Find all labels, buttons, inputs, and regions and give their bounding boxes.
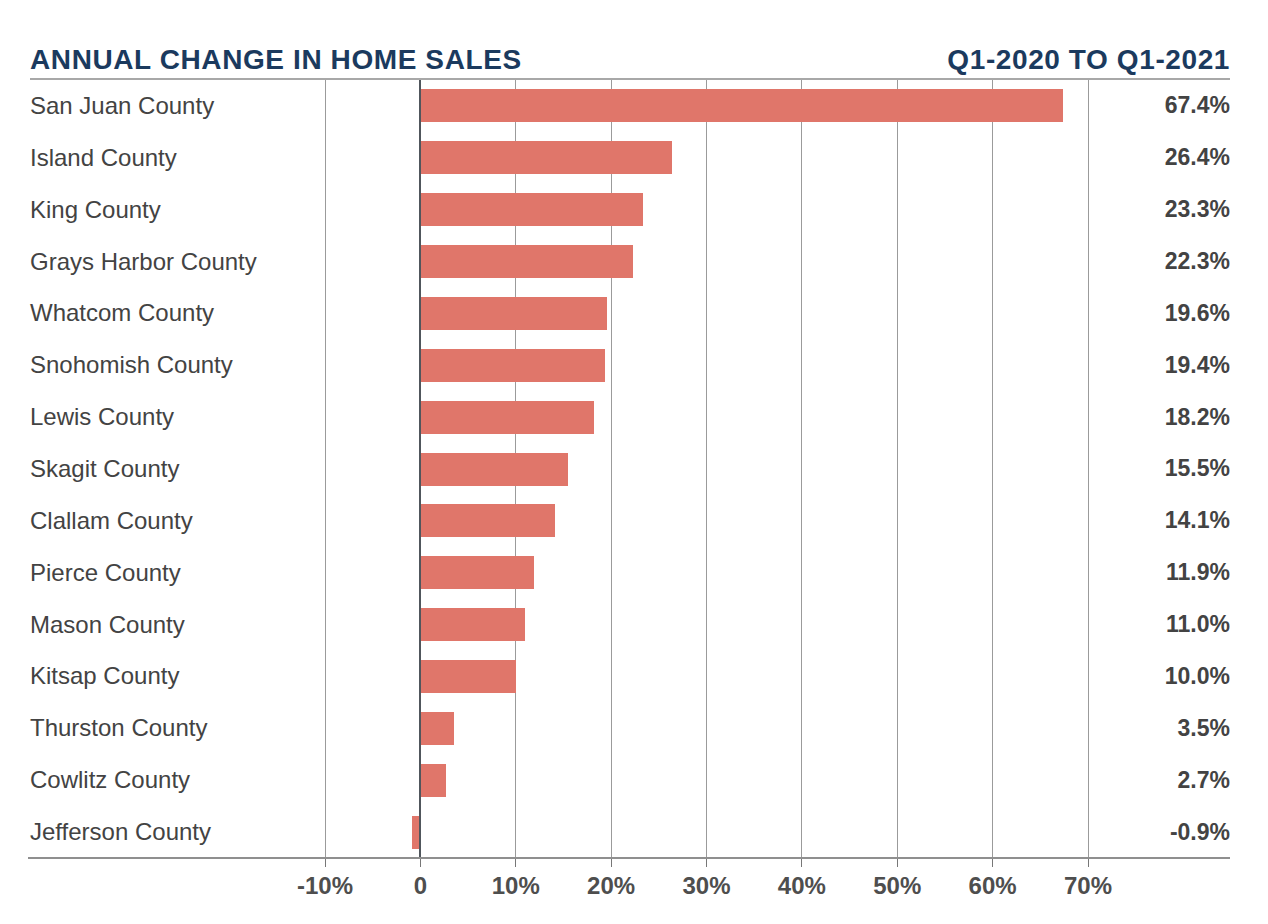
gridline (1088, 80, 1089, 858)
category-label: Island County (30, 132, 177, 184)
bar (420, 660, 515, 693)
category-label: San Juan County (30, 80, 214, 132)
axis-tickmark (706, 858, 707, 867)
bar (420, 764, 446, 797)
category-label: Jefferson County (30, 806, 211, 858)
category-label: Snohomish County (30, 339, 233, 391)
bar (420, 141, 672, 174)
bar (420, 193, 642, 226)
value-label: 22.3% (1165, 236, 1230, 288)
axis-tick-label: 70% (1064, 872, 1112, 900)
value-label: 2.7% (1178, 754, 1230, 806)
gridline (897, 80, 898, 858)
axis-tick-label: 60% (969, 872, 1017, 900)
axis-tickmark (515, 858, 516, 867)
category-label: Lewis County (30, 391, 174, 443)
value-label: 67.4% (1165, 80, 1230, 132)
value-label: 19.4% (1165, 339, 1230, 391)
zero-gridline (419, 80, 421, 858)
value-label: -0.9% (1170, 806, 1230, 858)
axis-tickmark (325, 858, 326, 867)
bar-chart-plot: -10% 0 10% 20% 30% 40% 50% 60% 70% San Juan Count… (0, 0, 1268, 924)
value-label: 15.5% (1165, 443, 1230, 495)
axis-tickmark (992, 858, 993, 867)
bar (420, 504, 554, 537)
axis-tick-label: -10% (297, 872, 353, 900)
value-label: 26.4% (1165, 132, 1230, 184)
axis-tick-label: 30% (682, 872, 730, 900)
bar (420, 556, 533, 589)
category-label: Thurston County (30, 702, 207, 754)
value-label: 3.5% (1178, 702, 1230, 754)
axis-tickmark (611, 858, 612, 867)
home-sales-chart: ANNUAL CHANGE IN HOME SALES Q1-2020 TO Q… (0, 0, 1268, 924)
category-label: Whatcom County (30, 287, 214, 339)
axis-tick-label: 0 (414, 872, 427, 900)
value-label: 14.1% (1165, 495, 1230, 547)
bar (420, 89, 1063, 122)
axis-tick-label: 10% (492, 872, 540, 900)
axis-tickmark (1088, 858, 1089, 867)
gridline (801, 80, 802, 858)
axis-tick-label: 40% (778, 872, 826, 900)
bar (420, 608, 525, 641)
category-label: Skagit County (30, 443, 179, 495)
value-label: 10.0% (1165, 651, 1230, 703)
value-label: 19.6% (1165, 287, 1230, 339)
gridline (706, 80, 707, 858)
value-label: 11.9% (1166, 547, 1230, 599)
category-label: Pierce County (30, 547, 181, 599)
category-label: Kitsap County (30, 651, 179, 703)
category-label: Cowlitz County (30, 754, 190, 806)
bar (420, 297, 607, 330)
bar (420, 245, 633, 278)
value-label: 11.0% (1166, 599, 1230, 651)
axis-tick-label: 50% (873, 872, 921, 900)
gridline (992, 80, 993, 858)
axis-tickmark (801, 858, 802, 867)
category-label: Mason County (30, 599, 185, 651)
bar (420, 401, 594, 434)
category-label: Grays Harbor County (30, 236, 257, 288)
axis-tickmark (897, 858, 898, 867)
x-axis-line (28, 857, 1230, 859)
value-label: 18.2% (1165, 391, 1230, 443)
axis-tickmark (420, 858, 421, 867)
gridline (325, 80, 326, 858)
bar (420, 453, 568, 486)
axis-tick-label: 20% (587, 872, 635, 900)
bar (420, 349, 605, 382)
category-label: Clallam County (30, 495, 193, 547)
value-label: 23.3% (1165, 184, 1230, 236)
bar (420, 712, 453, 745)
category-label: King County (30, 184, 161, 236)
